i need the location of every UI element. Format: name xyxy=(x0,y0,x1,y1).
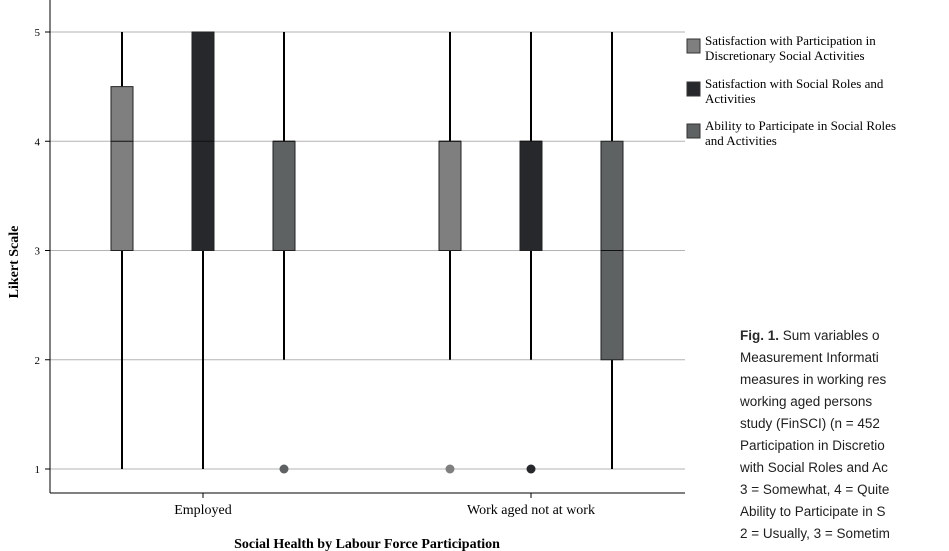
box-3-1 xyxy=(272,32,296,474)
legend-label: Activities xyxy=(705,91,756,106)
caption-text: Ability to Participate in S xyxy=(740,504,886,519)
caption-text: 3 = Somewhat, 4 = Quite xyxy=(740,482,890,497)
caption-text: with Social Roles and Ac xyxy=(740,460,888,475)
caption-line: Measurement Informati xyxy=(740,347,940,369)
category-label: Employed xyxy=(174,503,232,518)
caption-line: 2 = Usually, 3 = Sometim xyxy=(740,523,940,545)
box-2-1 xyxy=(191,31,215,469)
axes xyxy=(49,0,685,494)
caption-line: Participation in Discretio xyxy=(740,435,940,457)
caption-line: Ability to Participate in S xyxy=(740,501,940,523)
caption-line: Fig. 1. Sum variables o xyxy=(740,325,940,347)
caption-line: study (FinSCI) (n = 452 xyxy=(740,413,940,435)
outlier-point xyxy=(526,464,536,474)
caption-text: working aged persons xyxy=(740,394,873,409)
category-label: Work aged not at work xyxy=(467,503,595,518)
category-labels: Employed Work aged not at work xyxy=(174,493,595,518)
y-tick-label: 2 xyxy=(35,355,41,367)
caption-line: 3 = Somewhat, 4 = Quite xyxy=(740,479,940,501)
box-iqr xyxy=(519,140,543,251)
x-axis-title: Social Health by Labour Force Participat… xyxy=(234,537,500,551)
caption-text: 2 = Usually, 3 = Sometim xyxy=(740,526,890,541)
box-1-2 xyxy=(438,32,462,474)
legend-label: Satisfaction with Participation in xyxy=(705,33,876,48)
caption-text: Sum variables o xyxy=(779,328,880,343)
legend-swatch xyxy=(686,81,701,97)
y-tick-label: 5 xyxy=(35,27,41,39)
outlier-point xyxy=(445,464,455,474)
legend-label: and Activities xyxy=(705,133,777,148)
box-2-2 xyxy=(519,32,543,474)
caption-line: working aged persons xyxy=(740,391,940,413)
outlier-point xyxy=(279,464,289,474)
legend: Satisfaction with Participation inDiscre… xyxy=(686,33,896,148)
legend-swatch xyxy=(686,38,701,54)
caption-text: Participation in Discretio xyxy=(740,438,885,453)
box-iqr xyxy=(272,140,296,251)
box-iqr xyxy=(110,86,134,251)
box-iqr xyxy=(438,140,462,251)
caption-text: Measurement Informati xyxy=(740,350,879,365)
y-tick-label: 1 xyxy=(35,464,41,476)
y-tick-label: 4 xyxy=(35,136,41,148)
caption-text: measures in working res xyxy=(740,372,887,387)
caption-text: study (FinSCI) (n = 452 xyxy=(740,416,880,431)
box-3-2 xyxy=(600,32,624,469)
boxes xyxy=(110,31,624,474)
box-1-1 xyxy=(110,32,134,469)
caption-line: measures in working res xyxy=(740,369,940,391)
legend-label: Discretionary Social Activities xyxy=(705,48,865,63)
legend-label: Ability to Participate in Social Roles xyxy=(705,118,896,133)
legend-label: Satisfaction with Social Roles and xyxy=(705,76,884,91)
y-tick-labels: 1 2 3 4 5 xyxy=(35,27,50,476)
figure-caption: Fig. 1. Sum variables o Measurement Infor… xyxy=(740,325,940,551)
legend-swatch xyxy=(686,123,701,139)
y-axis-title: Likert Scale xyxy=(7,226,22,299)
caption-fig-label: Fig. 1. xyxy=(740,328,780,343)
y-tick-label: 3 xyxy=(35,246,41,258)
gridlines xyxy=(50,31,685,470)
caption-line: with Social Roles and Ac xyxy=(740,457,940,479)
